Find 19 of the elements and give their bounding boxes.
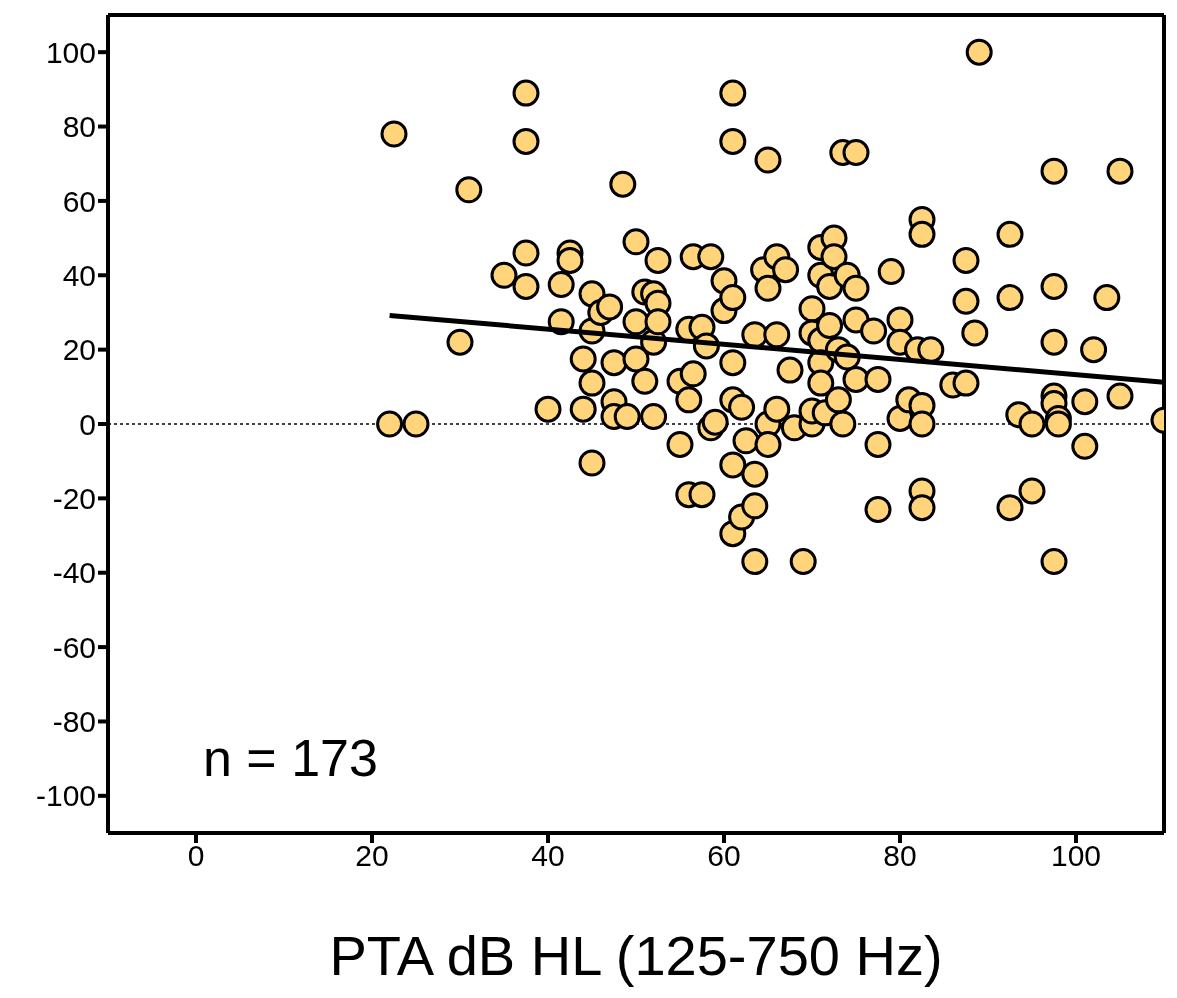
y-tick-label: 60 [62,184,96,218]
y-tick-label: -60 [52,630,96,664]
y-tick-label: -20 [52,482,96,516]
y-tick-label: -40 [52,556,96,590]
x-axis-title: PTA dB HL (125-750 Hz) [329,924,943,987]
y-tick-label: 80 [62,110,96,144]
y-tick-label: 40 [62,258,96,292]
x-tick-label: 20 [355,839,389,873]
x-tick-label: 60 [707,839,741,873]
x-tick-label: 100 [1050,839,1102,873]
y-tick-label: 20 [62,333,96,367]
x-tick-label: 80 [883,839,917,873]
y-tick-label: 100 [45,35,96,69]
x-tick-label: 0 [187,839,205,873]
annotation: n = 173 [203,728,378,788]
y-tick-label: -80 [52,705,96,739]
x-tick-label: 40 [531,839,565,873]
y-tick-label: -100 [35,779,96,813]
y-tick-label: 0 [79,407,96,441]
